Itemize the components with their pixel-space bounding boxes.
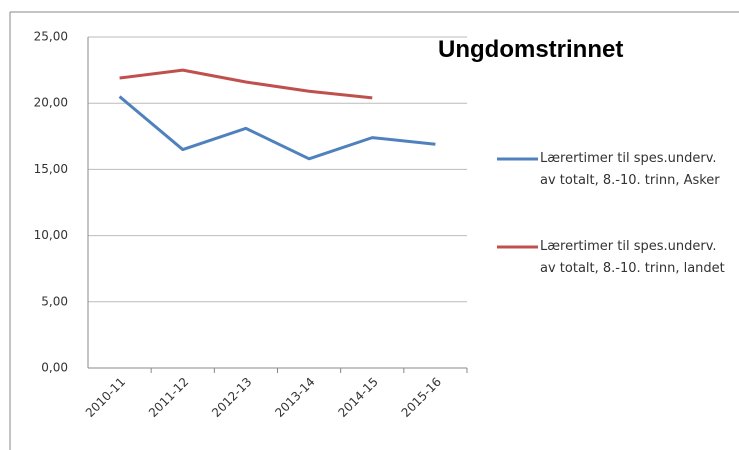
x-tick-label: 2015-16	[399, 375, 444, 420]
y-tick-label: 20,00	[34, 96, 68, 110]
legend-label: Lærertimer til spes.underv. av totalt, 8…	[540, 239, 725, 276]
chart-title: Ungdomstrinnet	[438, 36, 624, 63]
y-tick-label: 0,00	[41, 361, 68, 375]
x-tick-label: 2011-12	[146, 375, 191, 420]
y-tick-label: 10,00	[34, 228, 68, 242]
x-tick-label: 2014-15	[335, 375, 380, 420]
legend-label: Lærertimer til spes.underv. av totalt, 8…	[540, 151, 720, 188]
y-tick-label: 25,00	[34, 30, 68, 44]
x-tick-label: 2010-11	[83, 375, 128, 420]
x-tick-label: 2012-13	[209, 375, 254, 420]
series-line	[119, 68, 373, 100]
x-tick-label: 2013-14	[272, 375, 317, 420]
y-tick-label: 5,00	[41, 294, 68, 308]
series-line	[118, 95, 436, 161]
y-tick-label: 15,00	[34, 162, 68, 176]
